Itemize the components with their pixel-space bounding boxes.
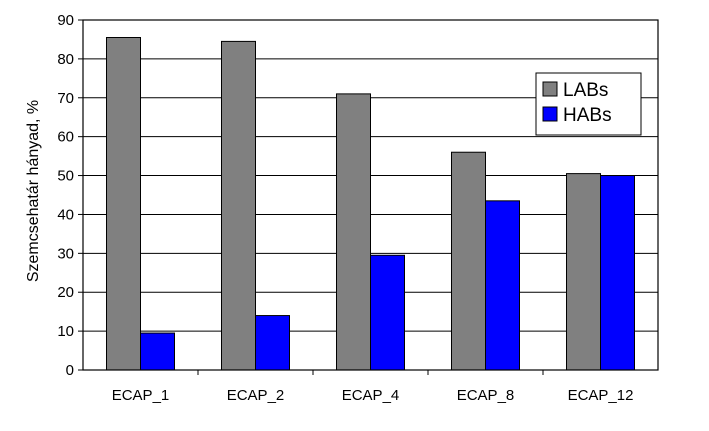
plot-frame	[82, 19, 659, 371]
x-category-label: ECAP_4	[342, 387, 400, 404]
y-tick-label: 30	[57, 245, 74, 262]
bar-habs-ecap_12	[600, 175, 635, 371]
legend: LABs HABs	[535, 72, 642, 136]
bar-labs-ecap_12	[566, 173, 601, 371]
y-tick-label: 10	[57, 323, 74, 340]
y-tick-label: 40	[57, 206, 74, 223]
y-axis-ticks: 0 10 20 30 40 50 60 70 80 90	[57, 12, 83, 379]
bar-labs-ecap_2	[221, 40, 256, 371]
x-category-label: ECAP_1	[112, 387, 170, 404]
bar-habs-ecap_4	[370, 254, 405, 371]
y-axis-label: Szemcsehatár hányad, %	[25, 100, 42, 282]
legend-swatch-habs	[542, 106, 558, 122]
bar-labs-ecap_8	[451, 151, 486, 371]
bar-labs-ecap_4	[336, 93, 371, 371]
y-tick-label: 50	[57, 168, 74, 185]
bars	[106, 37, 635, 371]
y-tick-label: 90	[57, 12, 74, 29]
legend-label-labs: LABs	[563, 80, 608, 101]
x-category-label: ECAP_12	[568, 387, 634, 404]
bar-habs-ecap_2	[255, 315, 290, 371]
y-tick-label: 20	[57, 284, 74, 301]
x-category-label: ECAP_2	[227, 387, 285, 404]
bar-habs-ecap_1	[140, 332, 175, 371]
x-category-label: ECAP_8	[457, 387, 515, 404]
y-tick-label: 70	[57, 90, 74, 107]
y-tick-label: 80	[57, 51, 74, 68]
y-tick-label: 60	[57, 129, 74, 146]
bar-labs-ecap_1	[106, 37, 141, 371]
y-tick-label: 0	[66, 362, 74, 379]
legend-label-habs: HABs	[563, 105, 612, 126]
legend-swatch-labs	[542, 81, 558, 97]
bar-habs-ecap_8	[485, 200, 520, 371]
x-axis-categories: ECAP_1 ECAP_2 ECAP_4 ECAP_8 ECAP_12	[112, 370, 634, 404]
